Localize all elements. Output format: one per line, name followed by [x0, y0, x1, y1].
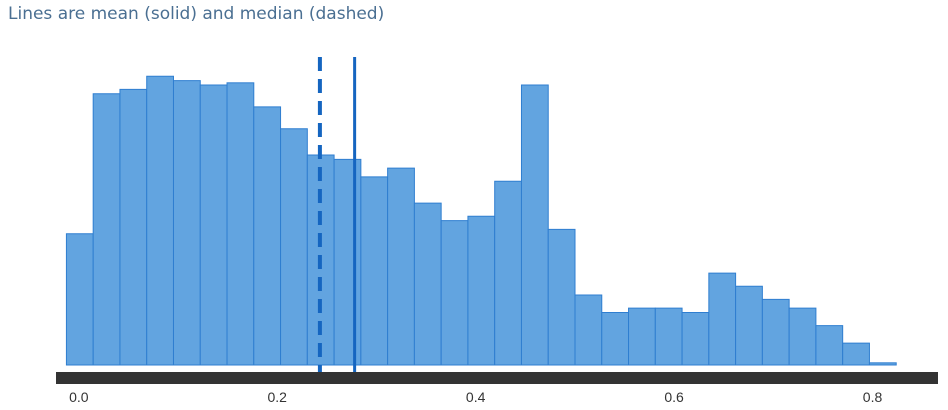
histogram-bar	[628, 307, 656, 366]
histogram-bar	[842, 342, 870, 366]
x-tick-label: 0.4	[466, 389, 486, 405]
x-tick-label: 0.6	[664, 389, 684, 405]
histogram-bar	[494, 180, 522, 366]
histogram-bar	[280, 128, 308, 366]
bars-group	[65, 75, 897, 366]
histogram-bar	[520, 84, 549, 366]
histogram-bar	[333, 158, 362, 366]
histogram-bar	[199, 84, 228, 366]
histogram-bar	[708, 272, 737, 366]
histogram-bar	[761, 298, 790, 366]
x-axis-line	[56, 372, 938, 384]
histogram-bar	[440, 220, 469, 366]
x-axis-ticks: 0.0 0.2 0.4 0.6 0.8	[69, 389, 882, 405]
histogram-bar	[146, 75, 174, 366]
histogram-bar	[65, 233, 94, 366]
chart-subtitle: Lines are mean (solid) and median (dashe…	[8, 4, 385, 24]
x-tick-label: 0.8	[863, 389, 883, 405]
histogram-bar	[788, 307, 817, 366]
histogram-bar	[413, 202, 442, 366]
histogram-bar	[735, 285, 763, 366]
histogram-bar	[681, 312, 710, 366]
histogram-bar	[226, 82, 255, 366]
histogram-bar	[601, 312, 630, 366]
histogram-bar	[119, 88, 148, 366]
histogram-bar	[253, 106, 282, 366]
histogram-bar	[654, 307, 683, 366]
histogram-bar	[360, 176, 389, 366]
histogram-bar	[92, 93, 121, 366]
x-tick-label: 0.0	[69, 389, 89, 405]
histogram-bar	[868, 362, 897, 366]
histogram-bar	[574, 294, 603, 366]
histogram-bar	[387, 167, 415, 366]
x-tick-label: 0.2	[268, 389, 288, 405]
histogram-bar	[815, 325, 844, 366]
histogram-bar	[547, 228, 576, 366]
histogram-bar	[467, 215, 496, 366]
histogram-bar	[172, 80, 201, 366]
